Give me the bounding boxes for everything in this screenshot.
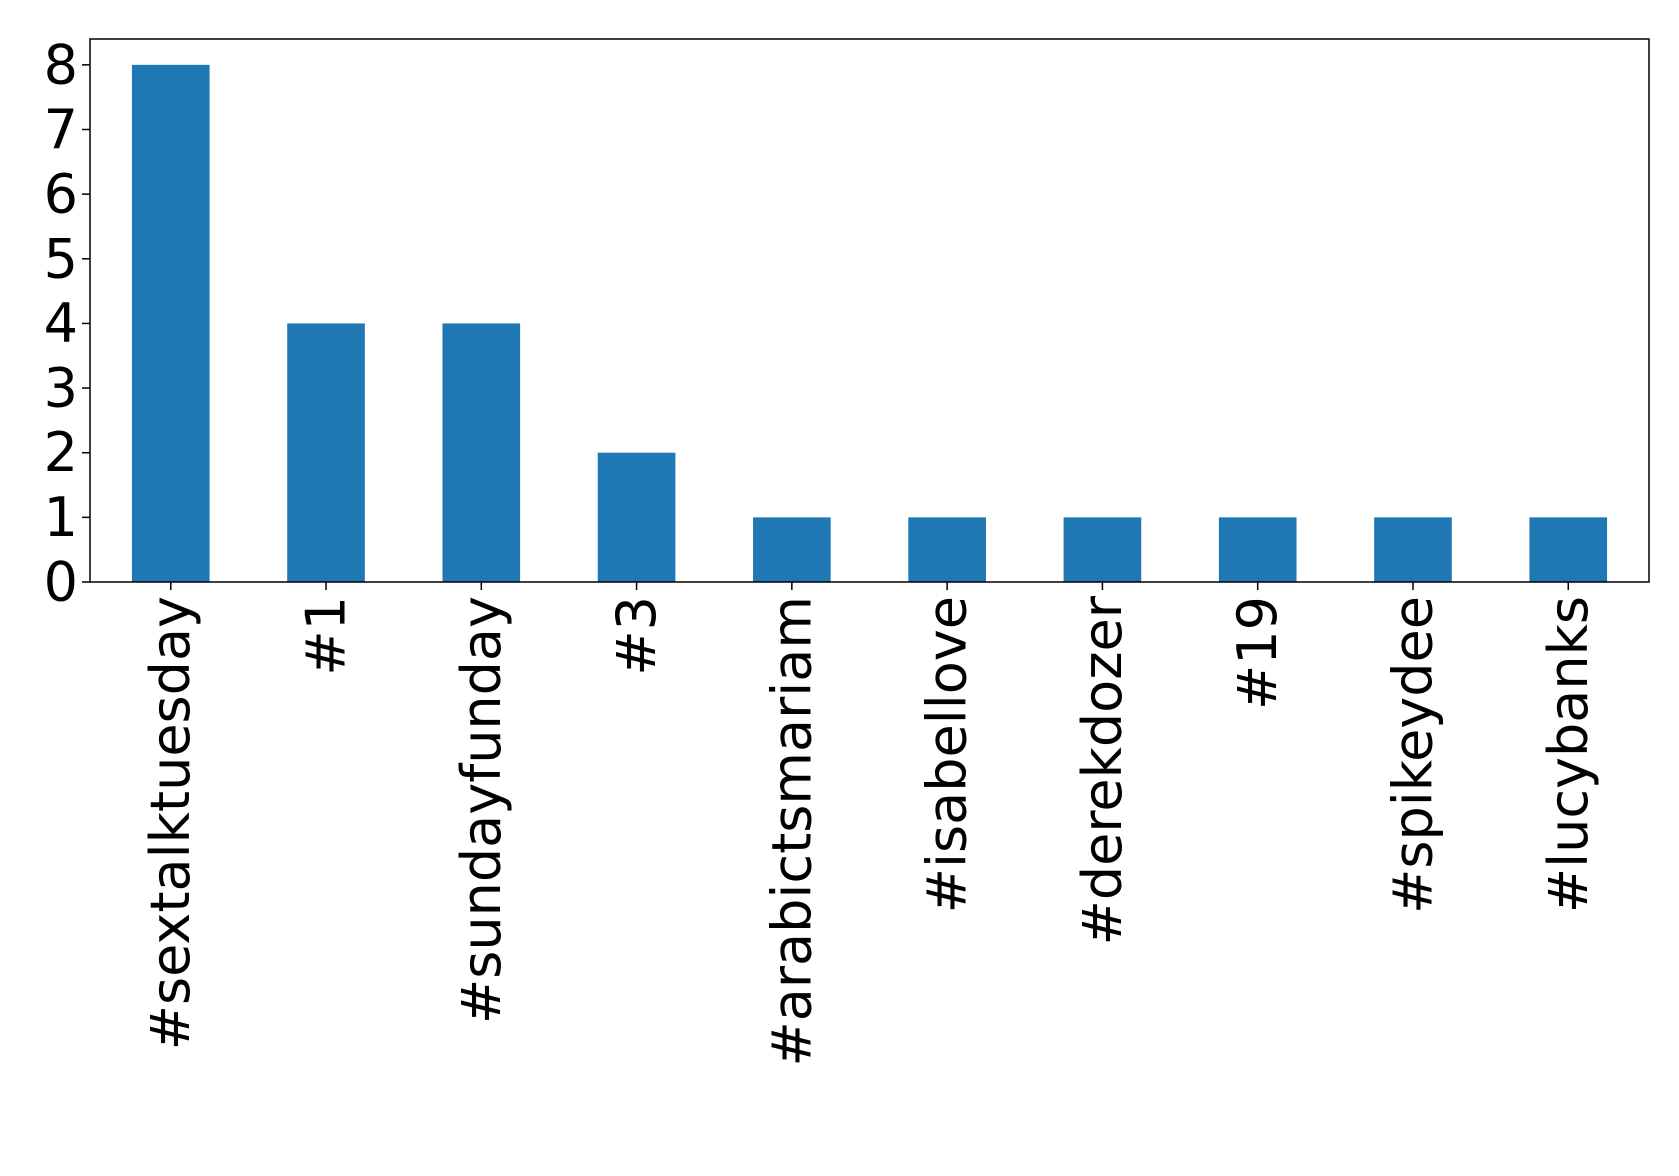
y-tick-label: 6	[44, 163, 78, 226]
x-tick-label: #sundayfunday	[450, 596, 513, 1024]
y-tick-label: 3	[44, 357, 78, 420]
bar	[131, 64, 210, 583]
bars-layer	[131, 64, 1608, 583]
x-tick-label: #3	[605, 596, 668, 676]
bar	[287, 323, 365, 582]
x-axis: #sextalktuesday #1 #sundayfunday #3 #arabict…	[139, 582, 1600, 1067]
y-tick-label: 4	[44, 292, 78, 355]
bar	[442, 323, 521, 582]
x-tick-label: #arabictsmariam	[760, 596, 823, 1066]
x-tick-label: #isabellove	[916, 596, 979, 913]
bar	[908, 517, 986, 582]
y-tick-label: 2	[44, 421, 78, 484]
x-tick-label: #lucybanks	[1537, 596, 1600, 913]
y-tick-label: 5	[44, 227, 78, 290]
y-tick-label: 0	[44, 551, 78, 614]
x-tick-label: #spikeydee	[1381, 596, 1444, 914]
bar	[753, 517, 831, 582]
bar	[1374, 517, 1452, 582]
x-tick-label: #sextalktuesday	[139, 596, 202, 1050]
plot-frame	[89, 38, 1650, 583]
x-tick-label: #derekdozer	[1071, 595, 1134, 945]
y-tick-label: 8	[44, 33, 78, 96]
y-tick-label: 1	[44, 486, 78, 549]
bar	[597, 452, 676, 582]
bar	[1529, 517, 1608, 582]
y-tick-label: 7	[44, 98, 78, 161]
x-tick-label: #19	[1226, 596, 1289, 710]
x-tick-label: #1	[295, 596, 358, 676]
bar	[1063, 517, 1142, 582]
bar	[1218, 517, 1297, 582]
